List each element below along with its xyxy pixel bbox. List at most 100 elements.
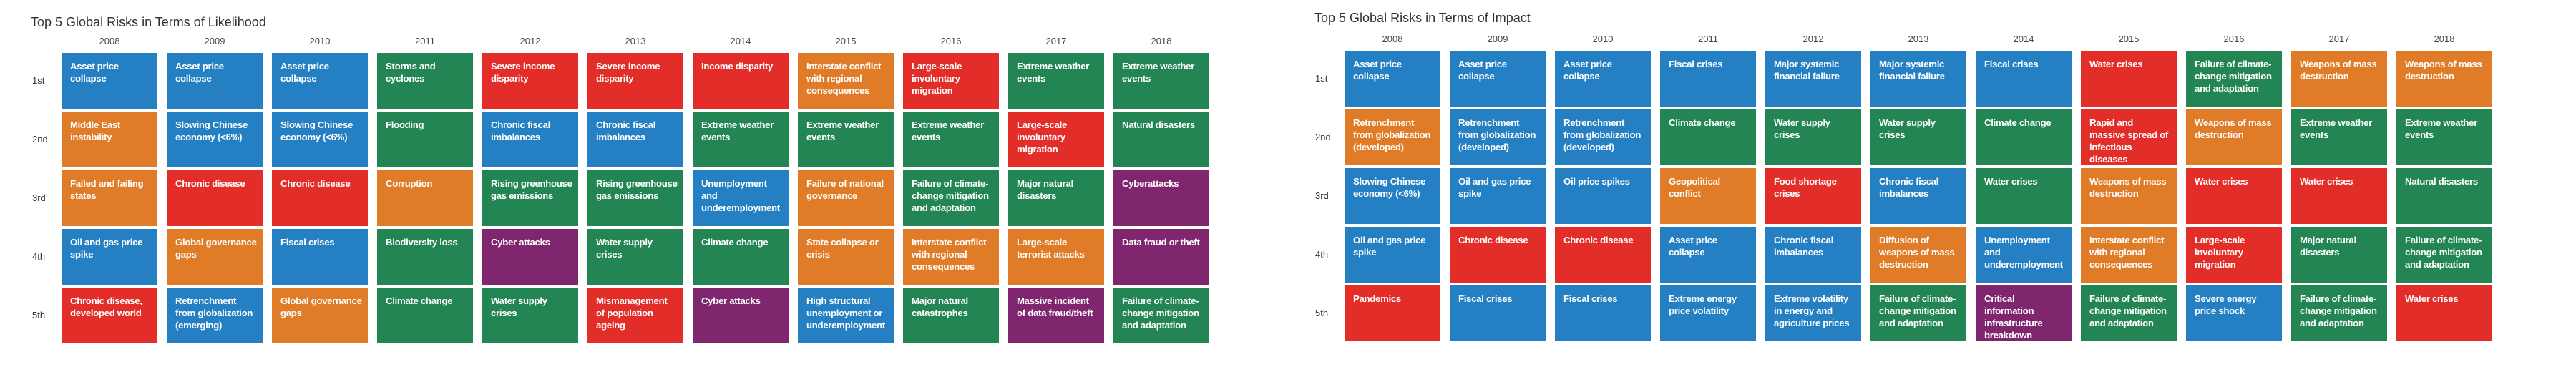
impact-risk-cell: Water supply crises	[1765, 109, 1861, 165]
likelihood-risk-cell: Corruption	[377, 170, 473, 226]
impact-year-label: 2016	[2223, 34, 2245, 44]
impact-risk-cell: Retrenchment from globalization (develop…	[1450, 109, 1546, 165]
likelihood-risk-cell: Severe income disparity	[587, 53, 683, 109]
likelihood-risk-cell: Major natural catastrophes	[903, 288, 999, 343]
impact-year-label: 2017	[2328, 34, 2350, 44]
likelihood-risk-cell: Unemployment and underemployment	[693, 170, 789, 226]
likelihood-rank-label: 1st	[32, 75, 45, 86]
likelihood-risk-cell: Failed and failing states	[62, 170, 157, 226]
impact-risk-cell: Failure of climate-change mitigation and…	[2396, 227, 2492, 283]
likelihood-risk-cell: Global governance gaps	[167, 229, 263, 285]
likelihood-risk-cell: Extreme weather events	[903, 112, 999, 167]
likelihood-risk-cell: Interstate conflict with regional conseq…	[903, 229, 999, 285]
likelihood-risk-cell: Failure of climate-change mitigation and…	[903, 170, 999, 226]
likelihood-risk-cell: Extreme weather events	[1113, 53, 1209, 109]
likelihood-panel: Top 5 Global Risks in Terms of Likelihoo…	[0, 0, 1252, 367]
impact-rank-label: 3rd	[1315, 190, 1329, 201]
impact-risk-cell: Water crises	[1976, 168, 2072, 224]
impact-rank-label: 4th	[1315, 249, 1329, 260]
likelihood-year-label: 2008	[99, 36, 120, 47]
likelihood-risk-cell: Natural disasters	[1113, 112, 1209, 167]
likelihood-risk-cell: Extreme weather events	[1008, 53, 1104, 109]
impact-rank-label: 2nd	[1315, 132, 1331, 142]
impact-risk-cell: Interstate conflict with regional conseq…	[2081, 227, 2177, 283]
likelihood-risk-cell: Large-scale involuntary migration	[903, 53, 999, 109]
likelihood-risk-cell: Slowing Chinese economy (<6%)	[167, 112, 263, 167]
likelihood-risk-cell: Water supply crises	[482, 288, 578, 343]
impact-risk-cell: Food shortage crises	[1765, 168, 1861, 224]
impact-year-label: 2011	[1698, 34, 1718, 44]
impact-year-label: 2009	[1487, 34, 1508, 44]
impact-risk-cell: Asset price collapse	[1450, 51, 1546, 107]
impact-risk-cell: Chronic fiscal imbalances	[1870, 168, 1966, 224]
likelihood-risk-cell: Middle East instability	[62, 112, 157, 167]
impact-risk-cell: Weapons of mass destruction	[2396, 51, 2492, 107]
impact-risk-cell: Chronic fiscal imbalances	[1765, 227, 1861, 283]
impact-year-label: 2013	[1908, 34, 1929, 44]
likelihood-risk-cell: Asset price collapse	[62, 53, 157, 109]
impact-risk-cell: Chronic disease	[1555, 227, 1651, 283]
likelihood-risk-cell: Major natural disasters	[1008, 170, 1104, 226]
likelihood-risk-cell: Severe income disparity	[482, 53, 578, 109]
likelihood-risk-cell: Chronic fiscal imbalances	[482, 112, 578, 167]
likelihood-risk-cell: High structural unemployment or underemp…	[798, 288, 894, 343]
likelihood-risk-cell: Cyberattacks	[1113, 170, 1209, 226]
impact-risk-cell: Fiscal crises	[1976, 51, 2072, 107]
likelihood-risk-cell: Large-scale involuntary migration	[1008, 112, 1104, 167]
impact-rank-label: 1st	[1315, 73, 1328, 84]
impact-risk-cell: Fiscal crises	[1450, 285, 1546, 341]
impact-risk-cell: Fiscal crises	[1660, 51, 1756, 107]
likelihood-year-label: 2015	[835, 36, 857, 47]
impact-risk-cell: Extreme energy price volatility	[1660, 285, 1756, 341]
likelihood-risk-cell: Water supply crises	[587, 229, 683, 285]
impact-risk-cell: Oil and gas price spike	[1345, 227, 1440, 283]
impact-risk-cell: Oil price spikes	[1555, 168, 1651, 224]
impact-risk-cell: Water crises	[2081, 51, 2177, 107]
impact-risk-cell: Asset price collapse	[1345, 51, 1440, 107]
likelihood-year-label: 2013	[625, 36, 646, 47]
likelihood-risk-cell: Chronic disease	[167, 170, 263, 226]
impact-risk-cell: Oil and gas price spike	[1450, 168, 1546, 224]
likelihood-risk-cell: Retrenchment from globalization (emergin…	[167, 288, 263, 343]
impact-risk-cell: Asset price collapse	[1660, 227, 1756, 283]
impact-risk-cell: Water supply crises	[1870, 109, 1966, 165]
likelihood-risk-cell: Chronic disease, developed world	[62, 288, 157, 343]
impact-rank-label: 5th	[1315, 308, 1329, 318]
impact-risk-cell: Water crises	[2291, 168, 2387, 224]
likelihood-risk-cell: Climate change	[377, 288, 473, 343]
impact-risk-cell: Water crises	[2186, 168, 2282, 224]
likelihood-risk-cell: Failure of climate-change mitigation and…	[1113, 288, 1209, 343]
impact-year-label: 2012	[1802, 34, 1824, 44]
impact-risk-cell: Climate change	[1976, 109, 2072, 165]
likelihood-risk-cell: Flooding	[377, 112, 473, 167]
impact-risk-cell: Climate change	[1660, 109, 1756, 165]
likelihood-year-label: 2009	[204, 36, 225, 47]
impact-risk-cell: Retrenchment from globalization (develop…	[1345, 109, 1440, 165]
likelihood-risk-cell: Mismanagement of population ageing	[587, 288, 683, 343]
impact-risk-cell: Weapons of mass destruction	[2291, 51, 2387, 107]
likelihood-year-label: 2018	[1151, 36, 1172, 47]
impact-risk-cell: Weapons of mass destruction	[2081, 168, 2177, 224]
likelihood-risk-cell: Chronic fiscal imbalances	[587, 112, 683, 167]
impact-risk-cell: Major systemic financial failure	[1765, 51, 1861, 107]
likelihood-risk-cell: Income disparity	[693, 53, 789, 109]
likelihood-risk-cell: Failure of national governance	[798, 170, 894, 226]
likelihood-year-label: 2011	[415, 36, 435, 47]
impact-risk-cell: Geopolitical conflict	[1660, 168, 1756, 224]
likelihood-risk-cell: Oil and gas price spike	[62, 229, 157, 285]
likelihood-risk-cell: Storms and cyclones	[377, 53, 473, 109]
likelihood-rank-label: 5th	[32, 310, 46, 320]
impact-risk-cell: Extreme weather events	[2396, 109, 2492, 165]
impact-risk-cell: Extreme weather events	[2291, 109, 2387, 165]
likelihood-rank-label: 2nd	[32, 134, 48, 145]
impact-risk-cell: Failure of climate-change mitigation and…	[2186, 51, 2282, 107]
likelihood-risk-cell: Chronic disease	[272, 170, 368, 226]
impact-risk-cell: Failure of climate-change mitigation and…	[2081, 285, 2177, 341]
impact-risk-cell: Major natural disasters	[2291, 227, 2387, 283]
impact-risk-cell: Unemployment and underemployment	[1976, 227, 2072, 283]
impact-risk-cell: Diffusion of weapons of mass destruction	[1870, 227, 1966, 283]
impact-year-label: 2014	[2013, 34, 2034, 44]
impact-risk-cell: Retrenchment from globalization (develop…	[1555, 109, 1651, 165]
likelihood-risk-cell: Rising greenhouse gas emissions	[482, 170, 578, 226]
impact-year-label: 2018	[2434, 34, 2455, 44]
